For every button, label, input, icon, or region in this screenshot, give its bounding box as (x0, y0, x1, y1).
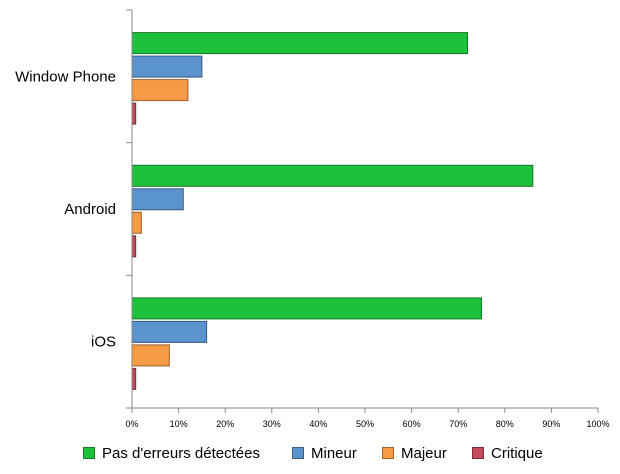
bar-window-phone-2 (131, 79, 189, 102)
bar-window-phone-0 (131, 32, 468, 55)
legend-swatch (382, 447, 394, 459)
legend-label: Critique (491, 444, 543, 462)
bar-android-2 (131, 211, 142, 234)
axes-layer (126, 9, 599, 413)
x-tick-label: 0% (125, 419, 138, 429)
category-label: Android (64, 201, 116, 218)
legend-item: Critique (472, 440, 543, 466)
legend-swatch (83, 447, 95, 459)
x-tick-label: 20% (216, 419, 234, 429)
bar-android-3 (131, 235, 137, 258)
x-tick-label: 60% (403, 419, 421, 429)
labels-layer: Window Phone Android iOS 0% 10% 20% 30% 40% 50% 6… (15, 68, 609, 429)
bar-ios-2 (131, 344, 170, 367)
legend-swatch (292, 447, 304, 459)
bar-chart: Window Phone Android iOS 0% 10% 20% 30% 40% 50% 6… (15, 9, 610, 429)
x-tick-label: 50% (356, 419, 374, 429)
category-label: iOS (91, 334, 116, 351)
bar-ios-0 (131, 297, 482, 320)
legend-label: Majeur (401, 444, 447, 462)
bar-ios-1 (131, 320, 208, 343)
bar-ios-3 (131, 367, 137, 390)
x-tick-label: 90% (542, 419, 560, 429)
x-tick-label: 80% (496, 419, 514, 429)
legend-label: Pas d'erreurs détectées (102, 444, 260, 462)
bar-android-1 (131, 188, 184, 211)
x-tick-label: 70% (449, 419, 467, 429)
x-tick-label: 10% (170, 419, 188, 429)
legend-item: Mineur (292, 440, 357, 466)
bar-window-phone-1 (131, 55, 203, 78)
legend: Pas d'erreurs détectées Mineur Majeur Criti… (0, 440, 620, 466)
legend-item: Pas d'erreurs détectées (83, 440, 260, 466)
bar-android-0 (131, 164, 534, 187)
legend-label: Mineur (311, 444, 357, 462)
bars-layer (131, 32, 534, 390)
x-tick-label: 30% (263, 419, 281, 429)
legend-item: Majeur (382, 440, 447, 466)
x-tick-label: 100% (586, 419, 609, 429)
x-tick-label: 40% (309, 419, 327, 429)
legend-swatch (472, 447, 484, 459)
bar-window-phone-3 (131, 102, 137, 125)
category-label: Window Phone (15, 68, 116, 85)
